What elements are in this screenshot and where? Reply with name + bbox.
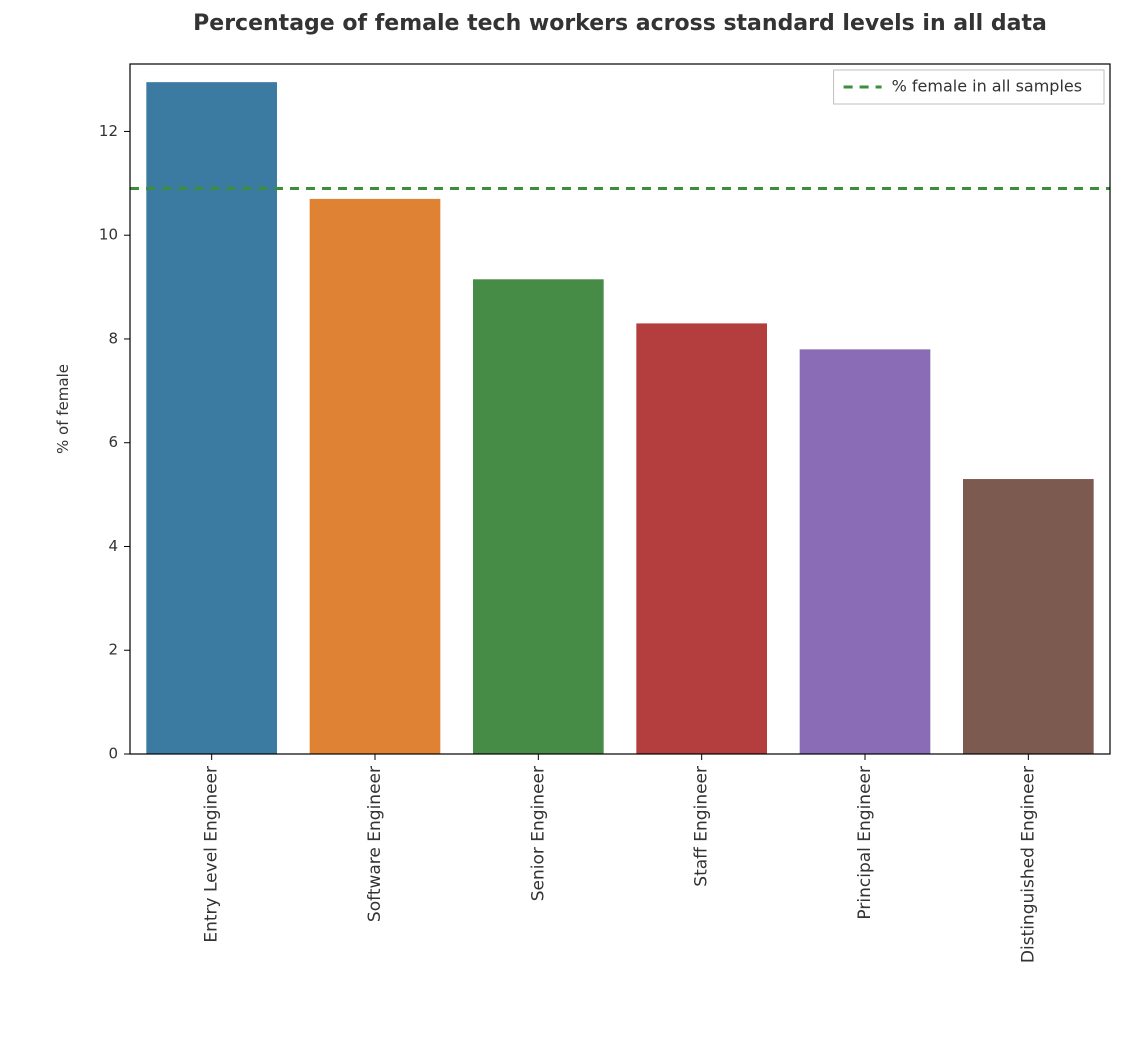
chart-container: Percentage of female tech workers across… <box>0 0 1140 1054</box>
y-tick-label: 6 <box>108 433 118 451</box>
bar <box>800 349 931 754</box>
y-tick-label: 0 <box>108 745 118 763</box>
y-tick-label: 12 <box>99 122 118 140</box>
y-ticks: 0 2 4 6 8 10 12 <box>99 122 130 763</box>
bar <box>963 479 1094 754</box>
bar-chart: Percentage of female tech workers across… <box>0 0 1140 1054</box>
x-tick-label: Software Engineer <box>365 766 385 922</box>
bar <box>636 323 767 754</box>
chart-title: Percentage of female tech workers across… <box>193 11 1047 36</box>
y-tick-label: 8 <box>108 329 118 347</box>
x-ticks: Entry Level Engineer Software Engineer Sen… <box>202 754 1039 963</box>
legend-label: % female in all samples <box>892 77 1083 96</box>
x-tick-label: Distinguished Engineer <box>1018 766 1038 963</box>
y-tick-label: 10 <box>99 226 118 244</box>
legend: % female in all samples <box>834 70 1104 104</box>
x-tick-label: Entry Level Engineer <box>202 766 222 943</box>
x-tick-label: Staff Engineer <box>692 766 712 887</box>
y-axis-label: % of female <box>54 364 72 454</box>
x-tick-label: Principal Engineer <box>855 766 875 920</box>
y-tick-label: 2 <box>108 641 118 659</box>
bar <box>473 279 604 754</box>
bar <box>310 199 441 754</box>
bar <box>146 82 277 754</box>
x-tick-label: Senior Engineer <box>528 766 548 901</box>
y-tick-label: 4 <box>108 537 118 555</box>
